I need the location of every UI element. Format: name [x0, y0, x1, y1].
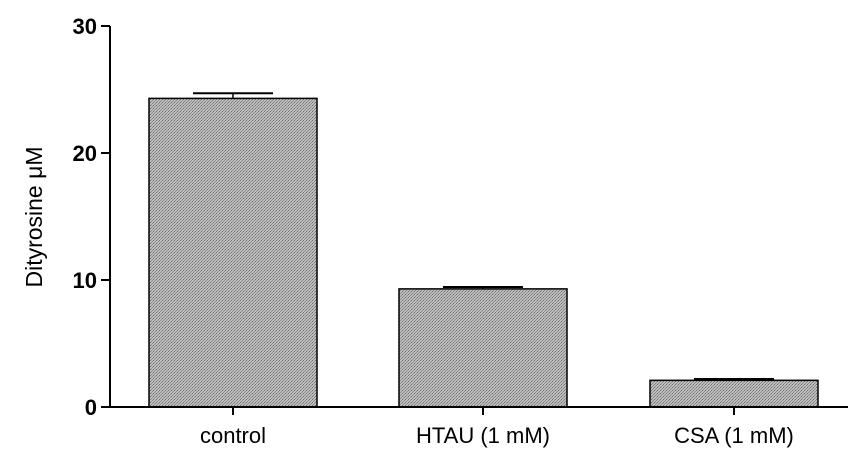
x-category-label: CSA (1 mM): [674, 423, 794, 448]
bars-group: [148, 97, 819, 408]
x-labels-group: control HTAU (1 mM) CSA (1 mM): [200, 407, 794, 448]
y-tick-label: 10: [73, 268, 97, 293]
bar: [148, 97, 318, 408]
bar: [649, 379, 819, 408]
y-tick-label: 20: [73, 141, 97, 166]
y-ticks-group: 0 10 20 30: [73, 14, 110, 420]
x-category-label: HTAU (1 mM): [416, 423, 550, 448]
y-tick-label: 30: [73, 14, 97, 39]
y-tick-label: 0: [85, 395, 97, 420]
bar: [398, 288, 568, 408]
y-axis-title: Dityrosine μM: [21, 146, 47, 287]
x-category-label: control: [200, 423, 266, 448]
error-bars-group: [193, 92, 774, 381]
